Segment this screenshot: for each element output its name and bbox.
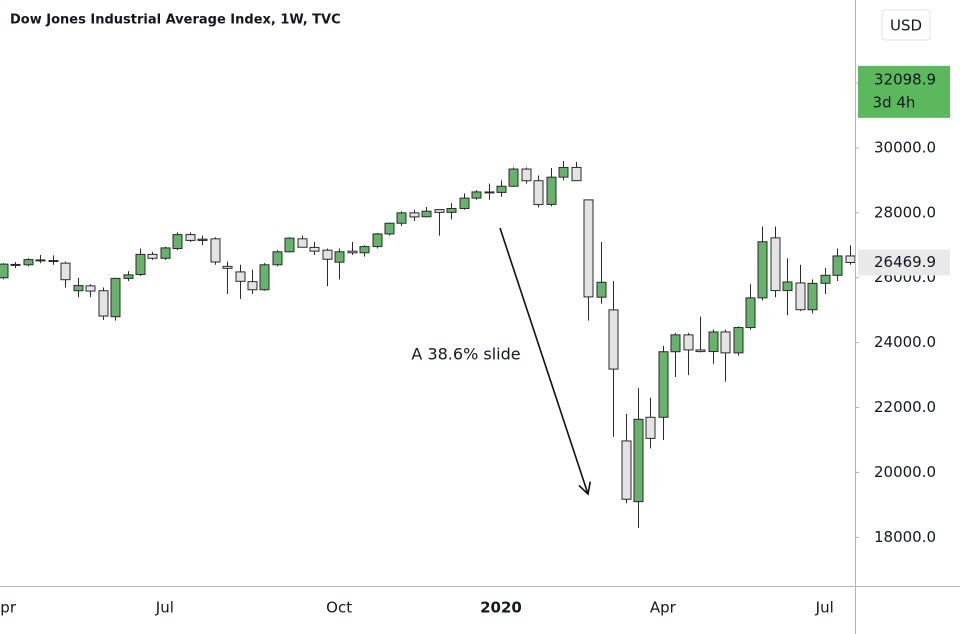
candle-body: [459, 197, 470, 209]
y-tick-label: 30000.0: [874, 138, 936, 156]
candle-body: [185, 234, 196, 241]
candle-body: [596, 281, 607, 298]
candle-body: [621, 440, 632, 500]
candle-body: [123, 274, 134, 279]
candle-body: [471, 191, 482, 199]
candle-body: [98, 290, 109, 317]
x-tick-label: Jul: [815, 599, 834, 617]
candle-body: [347, 250, 358, 254]
currency-box: [881, 9, 931, 41]
candle-body: [583, 199, 594, 298]
candle-body: [73, 285, 84, 292]
candle-body: [235, 271, 246, 282]
plot-area: [0, 160, 855, 528]
candle-body: [533, 180, 544, 206]
candle-body: [172, 234, 183, 250]
candle-body: [708, 331, 719, 353]
candle-body: [60, 262, 71, 281]
candle-body: [160, 247, 171, 259]
candle-body: [795, 282, 806, 311]
candle-body: [110, 277, 121, 318]
candle-body: [757, 241, 768, 299]
candle-body: [247, 281, 258, 291]
candle-body: [745, 297, 756, 329]
candle-body: [683, 334, 694, 351]
x-tick-label: Jul: [155, 599, 174, 617]
currency: USD: [890, 17, 922, 35]
candle-body: [508, 168, 519, 187]
annotation-arrow: [499, 227, 592, 496]
badge-countdown: 3d 4h: [873, 93, 916, 111]
badge-price: 32098.9: [874, 70, 936, 88]
candle-body: [372, 233, 383, 248]
candle-body: [222, 265, 233, 269]
candle-body: [284, 237, 295, 253]
candle-body: [396, 212, 407, 224]
candle-body: [720, 331, 731, 354]
candle-body: [608, 309, 619, 370]
x-tick-label: Apr: [650, 599, 677, 617]
candle-body: [197, 238, 208, 241]
chart-title: Dow Jones Industrial Average Index, 1W, …: [10, 13, 341, 28]
x-tick-label: Apr: [0, 599, 17, 617]
candle-body: [546, 176, 557, 205]
candle-body: [322, 249, 333, 260]
candle-body: [434, 209, 445, 213]
candle-body: [23, 259, 34, 266]
candle-body: [359, 246, 370, 254]
candle-body: [85, 285, 96, 292]
annotation: A 38.6% slide: [411, 345, 520, 364]
candle-body: [484, 191, 495, 194]
y-tick-label: 20000.0: [874, 463, 936, 481]
candle-body: [334, 251, 345, 263]
candle-body: [135, 253, 146, 276]
candle-body: [35, 259, 46, 262]
candle-body: [670, 334, 681, 353]
candle-body: [782, 281, 793, 292]
x-tick-label: 2020: [480, 599, 522, 617]
candle-body: [210, 238, 221, 263]
candle-body: [446, 207, 457, 213]
candle-body: [633, 418, 644, 503]
candle-body: [521, 168, 532, 182]
y-tick-label: 18000.0: [874, 528, 936, 546]
candle-body: [10, 263, 21, 266]
y-tick-label: 28000.0: [874, 203, 936, 221]
candle-body: [695, 349, 706, 353]
candle-body: [0, 263, 9, 279]
candle-body: [807, 282, 818, 311]
candle-body: [272, 251, 283, 266]
candle-body: [259, 264, 270, 291]
candle-body: [770, 237, 781, 292]
candle-body: [409, 212, 420, 218]
candle-body: [496, 185, 507, 193]
candle-body: [147, 253, 158, 259]
y-tick-label: 24000.0: [874, 333, 936, 351]
candle-body: [309, 246, 320, 252]
candle-body: [658, 351, 669, 418]
x-tick-label: Oct: [326, 599, 352, 617]
candle-body: [645, 416, 656, 439]
last-price-label: 26469.9: [874, 253, 936, 271]
candle-body: [421, 210, 432, 218]
candle-body: [384, 222, 395, 235]
candle-body: [832, 255, 843, 276]
candle-body: [820, 274, 831, 284]
candle-body: [48, 260, 59, 263]
y-tick-label: 22000.0: [874, 398, 936, 416]
candle-body: [558, 166, 569, 178]
candle-body: [297, 238, 308, 248]
last-price-box: [858, 249, 950, 276]
candle-body: [571, 166, 582, 182]
candle-body: [733, 327, 744, 354]
candle-body: [845, 255, 855, 263]
price-badge: [858, 65, 950, 118]
